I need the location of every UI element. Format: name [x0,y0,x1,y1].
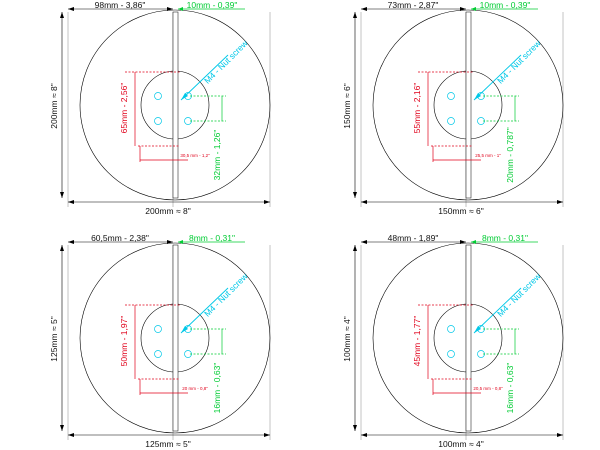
arrow-head [474,326,481,333]
arrow-head [178,7,183,11]
screw-leader [180,54,229,101]
outer-circle [79,242,271,434]
arrow-head [557,200,563,204]
red-horizontal-label: 20 mm - 0,8" [182,386,208,391]
bottom-width-label: 200mm ≈ 8" [145,206,190,216]
screw-hole [154,92,162,100]
slot [465,11,472,199]
arrow-head [60,192,64,198]
top-gap-label: 10mm - 0,39" [480,0,531,10]
arrow-head [264,433,270,437]
outer-circle [372,242,564,434]
arrow-head [264,200,270,204]
arrow-head [178,240,183,244]
screw-leader [180,287,229,334]
arrow-head [474,93,481,100]
arrow-head [361,240,367,244]
top-width-label: 48mm - 1,89" [388,233,439,243]
panel-p125: 60,5mm - 2,38" 8mm - 0,31" 125mm ≈ 5" 125mm… [49,233,271,449]
outer-circle [79,9,271,201]
red-horizontal-label: 25,5 mm - 1" [475,153,501,158]
slot [172,244,179,432]
arrow-head [460,7,466,11]
arrow-head [60,425,64,431]
screw-hole [154,325,162,333]
screw-hole [447,92,455,100]
top-width-label: 60,5mm - 2,38" [91,233,149,243]
screw-hole [154,350,162,358]
left-height-label: 200mm ≈ 8" [49,83,59,128]
arrow-head [60,12,64,18]
arrow-head [471,7,476,11]
arrow-head [68,7,74,11]
left-height-label: 125mm ≈ 5" [49,316,59,361]
green-vertical-label: 16mm - 0,63" [212,363,222,414]
screw-hole [154,117,162,125]
arrow-head [361,200,367,204]
arrow-head [167,7,173,11]
arrow-head [68,433,74,437]
top-gap-label: 8mm - 0,31" [189,233,235,243]
arrow-head [361,433,367,437]
screw-label: M4 - Nut screw [202,38,250,86]
arrow-head [353,245,357,251]
top-width-label: 73mm - 2,87" [388,0,439,10]
arrow-head [471,240,476,244]
red-horizontal-label: 20,5 mm - 0,8" [473,386,503,391]
red-vertical-label: 50mm - 1,97" [119,316,129,367]
arrow-head [557,433,563,437]
arrow-head [68,240,74,244]
screw-label: M4 - Nut screw [495,271,543,319]
green-vertical-label: 20mm - 0,787" [505,127,515,182]
red-vertical-label: 65mm - 2,56" [119,83,129,134]
screw-leader [473,54,522,101]
arrow-head [353,12,357,18]
outer-circle [372,9,564,201]
green-vertical-label: 32mm - 1,26" [212,130,222,181]
left-height-label: 100mm ≈ 4" [342,316,352,361]
arrow-head [181,326,188,333]
bottom-width-label: 100mm ≈ 4" [438,439,483,449]
arrow-head [181,93,188,100]
arrow-head [68,200,74,204]
left-height-label: 150mm ≈ 6" [342,83,352,128]
panel-p200: 98mm - 3,86" 10mm - 0,39" 200mm ≈ 8" 200mm … [49,0,271,216]
top-width-label: 98mm - 3,86" [95,0,146,10]
arrow-head [60,245,64,251]
bottom-width-label: 125mm ≈ 5" [145,439,190,449]
screw-hole [447,325,455,333]
red-horizontal-label: 30,5 mm - 1,2" [180,153,210,158]
top-gap-label: 10mm - 0,39" [187,0,238,10]
slot [465,244,472,432]
red-vertical-label: 45mm - 1,77" [412,316,422,367]
bottom-width-label: 150mm ≈ 6" [438,206,483,216]
arrow-head [167,240,173,244]
arrow-head [361,7,367,11]
green-vertical-label: 16mm - 0,63" [505,363,515,414]
arrow-head [353,425,357,431]
screw-hole [447,117,455,125]
screw-label: M4 - Nut screw [202,271,250,319]
panel-p100: 48mm - 1,89" 8mm - 0,31" 100mm ≈ 4" 100mm ≈… [342,233,564,449]
panel-p150: 73mm - 2,87" 10mm - 0,39" 150mm ≈ 6" 150mm … [342,0,564,216]
slot [172,11,179,199]
screw-label: M4 - Nut screw [495,38,543,86]
screw-hole [447,350,455,358]
screw-leader [473,287,522,334]
arrow-head [460,240,466,244]
red-vertical-label: 55mm - 2,16" [412,83,422,134]
top-gap-label: 8mm - 0,31" [482,233,528,243]
arrow-head [353,192,357,198]
